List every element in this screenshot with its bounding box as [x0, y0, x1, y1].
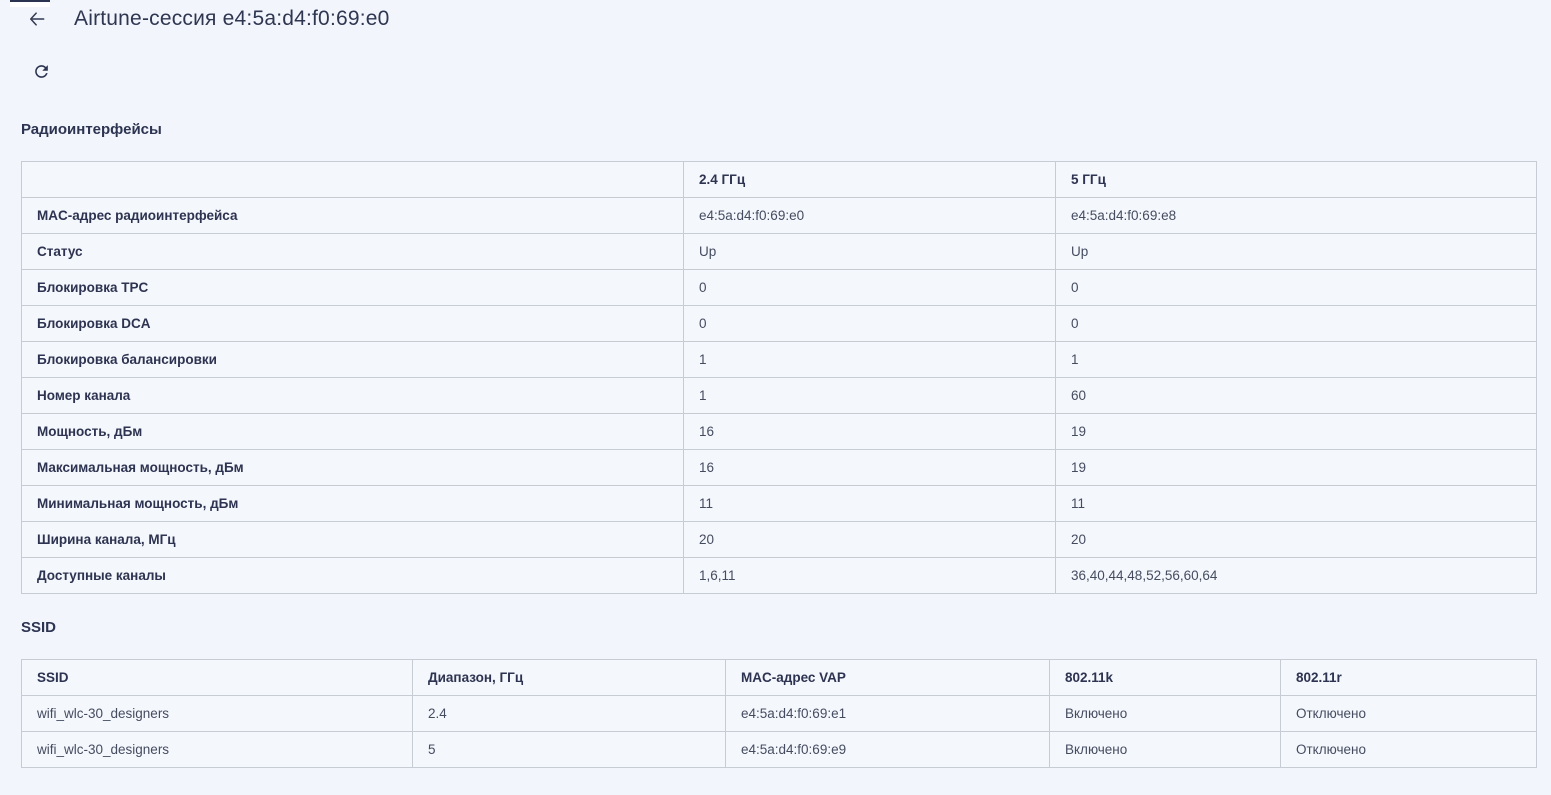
- radio-interfaces-section-title: Радиоинтерфейсы: [21, 121, 162, 138]
- value-cell: 36,40,44,48,52,56,60,64: [1055, 557, 1537, 594]
- value-cell: 1: [683, 341, 1056, 378]
- value-cell: wifi_wlc-30_designers: [21, 731, 413, 768]
- main-content: Радиоинтерфейсы 2.4 ГГц 5 ГГц MAC-адрес р…: [21, 113, 1537, 768]
- table-row: Статус Up Up: [21, 233, 1537, 270]
- radio-table-body: MAC-адрес радиоинтерфейса e4:5a:d4:f0:69:…: [21, 197, 1537, 594]
- back-button[interactable]: [26, 8, 48, 30]
- value-cell: Up: [683, 233, 1056, 270]
- page-title: Airtune-сессия e4:5a:d4:f0:69:e0: [74, 7, 390, 30]
- value-cell: 1: [1055, 341, 1537, 378]
- row-label-cell: Номер канала: [21, 377, 684, 414]
- row-label-cell: MAC-адрес радиоинтерфейса: [21, 197, 684, 234]
- value-cell: 11: [1055, 485, 1537, 522]
- column-header: 2.4 ГГц: [683, 161, 1056, 198]
- radio-table-header: 2.4 ГГц 5 ГГц: [21, 161, 1537, 198]
- table-row: Блокировка TPC 0 0: [21, 269, 1537, 306]
- value-cell: Up: [1055, 233, 1537, 270]
- value-cell: Отключено: [1280, 695, 1537, 732]
- row-label-cell: Минимальная мощность, дБм: [21, 485, 684, 522]
- value-cell: 1: [683, 377, 1056, 414]
- value-cell: 11: [683, 485, 1056, 522]
- value-cell: 0: [683, 269, 1056, 306]
- radio-interfaces-table: 2.4 ГГц 5 ГГц MAC-адрес радиоинтерфейса e4…: [21, 161, 1537, 594]
- row-label-cell: Статус: [21, 233, 684, 270]
- ssid-table-header: SSID Диапазон, ГГц MAC-адрес VAP 802.11k 802…: [21, 659, 1537, 696]
- table-row: wifi_wlc-30_designers 2.4 e4:5a:d4:f0:69:e…: [21, 695, 1537, 732]
- row-label-cell: Мощность, дБм: [21, 413, 684, 450]
- ssid-table: SSID Диапазон, ГГц MAC-адрес VAP 802.11k 802…: [21, 659, 1537, 768]
- value-cell: 60: [1055, 377, 1537, 414]
- value-cell: 19: [1055, 413, 1537, 450]
- column-header: 802.11r: [1280, 659, 1537, 696]
- table-row: Минимальная мощность, дБм 11 11: [21, 485, 1537, 522]
- table-row: Мощность, дБм 16 19: [21, 413, 1537, 450]
- value-cell: wifi_wlc-30_designers: [21, 695, 413, 732]
- refresh-icon: [32, 62, 52, 81]
- value-cell: 0: [1055, 305, 1537, 342]
- value-cell: Включено: [1049, 695, 1281, 732]
- value-cell: 1,6,11: [683, 557, 1056, 594]
- table-row: Доступные каналы 1,6,11 36,40,44,48,52,56,…: [21, 557, 1537, 594]
- table-row: Максимальная мощность, дБм 16 19: [21, 449, 1537, 486]
- arrow-left-icon: [27, 9, 47, 29]
- column-header: 5 ГГц: [1055, 161, 1537, 198]
- value-cell: 20: [683, 521, 1056, 558]
- value-cell: 16: [683, 449, 1056, 486]
- value-cell: 20: [1055, 521, 1537, 558]
- value-cell: 16: [683, 413, 1056, 450]
- table-row: MAC-адрес радиоинтерфейса e4:5a:d4:f0:69:…: [21, 197, 1537, 234]
- value-cell: e4:5a:d4:f0:69:e0: [683, 197, 1056, 234]
- refresh-button[interactable]: [32, 61, 52, 81]
- table-row: wifi_wlc-30_designers 5 e4:5a:d4:f0:69:e9 В…: [21, 731, 1537, 768]
- value-cell: 5: [412, 731, 726, 768]
- column-header: Диапазон, ГГц: [412, 659, 726, 696]
- value-cell: e4:5a:d4:f0:69:e1: [725, 695, 1050, 732]
- header-row: 2.4 ГГц 5 ГГц: [21, 161, 1537, 198]
- row-label-cell: Блокировка DCA: [21, 305, 684, 342]
- row-label-cell: Максимальная мощность, дБм: [21, 449, 684, 486]
- column-header: MAC-адрес VAP: [725, 659, 1050, 696]
- value-cell: e4:5a:d4:f0:69:e8: [1055, 197, 1537, 234]
- scrolled-element-artifact: [10, 0, 50, 7]
- column-header: SSID: [21, 659, 413, 696]
- value-cell: 2.4: [412, 695, 726, 732]
- value-cell: 0: [683, 305, 1056, 342]
- value-cell: e4:5a:d4:f0:69:e9: [725, 731, 1050, 768]
- ssid-section-title: SSID: [21, 619, 57, 636]
- value-cell: 0: [1055, 269, 1537, 306]
- row-label-cell: Доступные каналы: [21, 557, 684, 594]
- table-row: Номер канала 1 60: [21, 377, 1537, 414]
- row-label-cell: Ширина канала, МГц: [21, 521, 684, 558]
- value-cell: Отключено: [1280, 731, 1537, 768]
- ssid-table-body: wifi_wlc-30_designers 2.4 e4:5a:d4:f0:69:e…: [21, 695, 1537, 768]
- page-header: Airtune-сессия e4:5a:d4:f0:69:e0: [0, 0, 1551, 31]
- column-header: 802.11k: [1049, 659, 1281, 696]
- table-row: Блокировка балансировки 1 1: [21, 341, 1537, 378]
- row-label-cell: Блокировка балансировки: [21, 341, 684, 378]
- column-header: [21, 161, 684, 198]
- table-row: Блокировка DCA 0 0: [21, 305, 1537, 342]
- row-label-cell: Блокировка TPC: [21, 269, 684, 306]
- value-cell: Включено: [1049, 731, 1281, 768]
- table-row: Ширина канала, МГц 20 20: [21, 521, 1537, 558]
- value-cell: 19: [1055, 449, 1537, 486]
- header-row: SSID Диапазон, ГГц MAC-адрес VAP 802.11k 802…: [21, 659, 1537, 696]
